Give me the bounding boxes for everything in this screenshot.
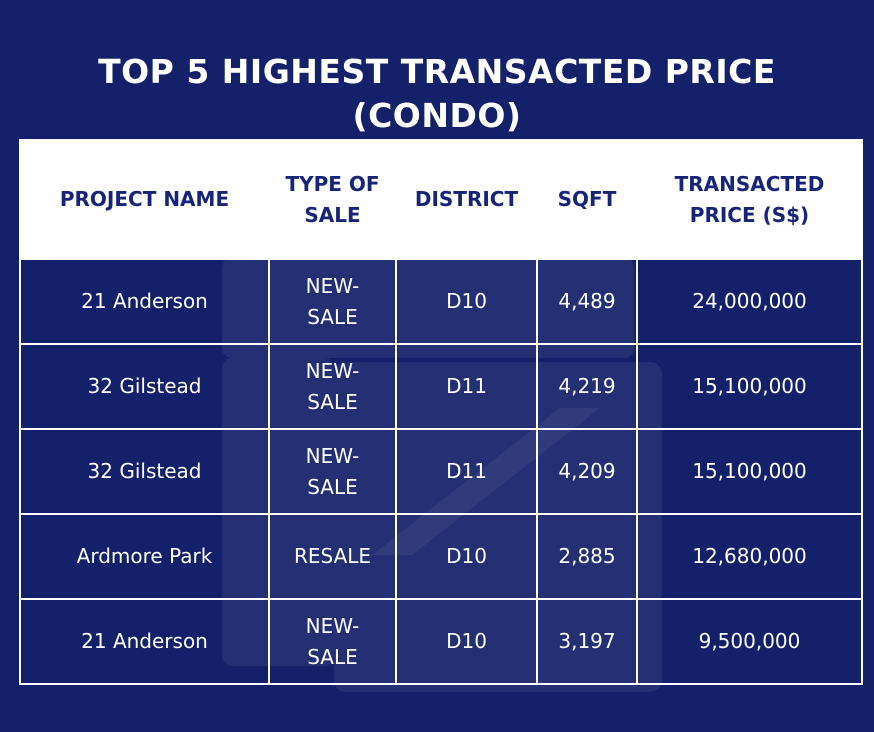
column-header-type-of-sale: TYPE OF SALE: [268, 139, 397, 260]
page-title-line-2: (CONDO): [352, 96, 522, 136]
cell-project-name: 32 Gilstead: [19, 343, 270, 430]
page-title: TOP 5 HIGHEST TRANSACTED PRICE (CONDO): [0, 50, 874, 138]
cell-sqft: 4,209: [536, 428, 638, 515]
cell-district: D10: [395, 258, 538, 345]
cell-district: D11: [395, 343, 538, 430]
table-row: 32 Gilstead NEW-SALE D11 4,219 15,100,00…: [19, 343, 863, 430]
cell-type-of-sale: NEW-SALE: [268, 428, 397, 515]
cell-type-of-sale: NEW-SALE: [268, 598, 397, 685]
cell-type-of-sale: NEW-SALE: [268, 258, 397, 345]
table-row: 21 Anderson NEW-SALE D10 4,489 24,000,00…: [19, 258, 863, 345]
column-header-transacted-price: TRANSACTED PRICE (S$): [636, 139, 863, 260]
table-row: 21 Anderson NEW-SALE D10 3,197 9,500,000: [19, 598, 863, 685]
cell-project-name: 21 Anderson: [19, 258, 270, 345]
cell-transacted-price: 9,500,000: [636, 598, 863, 685]
table-row: Ardmore Park RESALE D10 2,885 12,680,000: [19, 513, 863, 600]
cell-project-name: 21 Anderson: [19, 598, 270, 685]
column-header-sqft: SQFT: [536, 139, 638, 260]
page-title-line-1: TOP 5 HIGHEST TRANSACTED PRICE: [98, 52, 776, 92]
cell-transacted-price: 15,100,000: [636, 428, 863, 515]
transaction-table: PROJECT NAME TYPE OF SALE DISTRICT SQFT …: [19, 139, 863, 685]
cell-district: D10: [395, 513, 538, 600]
cell-type-of-sale: NEW-SALE: [268, 343, 397, 430]
column-header-project-name: PROJECT NAME: [19, 139, 270, 260]
cell-sqft: 3,197: [536, 598, 638, 685]
cell-transacted-price: 24,000,000: [636, 258, 863, 345]
cell-district: D11: [395, 428, 538, 515]
cell-sqft: 4,219: [536, 343, 638, 430]
cell-district: D10: [395, 598, 538, 685]
table-header-row: PROJECT NAME TYPE OF SALE DISTRICT SQFT …: [19, 139, 863, 260]
table-row: 32 Gilstead NEW-SALE D11 4,209 15,100,00…: [19, 428, 863, 515]
cell-sqft: 4,489: [536, 258, 638, 345]
column-header-district: DISTRICT: [395, 139, 538, 260]
cell-transacted-price: 12,680,000: [636, 513, 863, 600]
cell-type-of-sale: RESALE: [268, 513, 397, 600]
cell-transacted-price: 15,100,000: [636, 343, 863, 430]
cell-project-name: 32 Gilstead: [19, 428, 270, 515]
cell-project-name: Ardmore Park: [19, 513, 270, 600]
cell-sqft: 2,885: [536, 513, 638, 600]
